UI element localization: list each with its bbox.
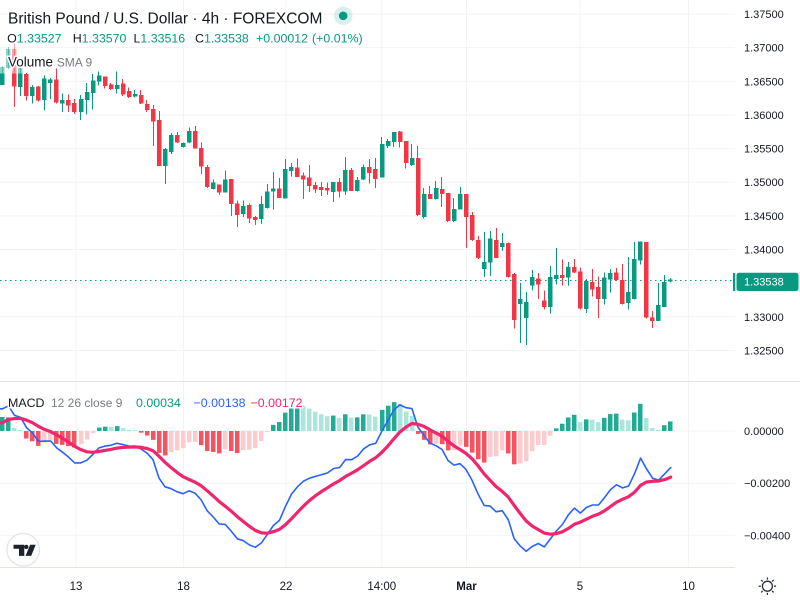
svg-text:1.34500: 1.34500 — [744, 211, 784, 223]
svg-text:British Pound / U.S. Dollar ·: British Pound / U.S. Dollar · 4h · FOREX… — [8, 10, 322, 27]
svg-text:1.37500: 1.37500 — [744, 9, 784, 21]
svg-text:1.36500: 1.36500 — [744, 76, 784, 88]
svg-text:22: 22 — [280, 581, 293, 593]
svg-text:−0.00400: −0.00400 — [744, 530, 790, 542]
svg-text:1.32500: 1.32500 — [744, 346, 784, 358]
svg-text:−0.00200: −0.00200 — [744, 478, 790, 490]
svg-text:1.34000: 1.34000 — [744, 245, 784, 257]
svg-text:Volume SMA 9: Volume SMA 9 — [8, 55, 92, 70]
svg-text:5: 5 — [577, 581, 583, 593]
svg-text:10: 10 — [682, 581, 695, 593]
svg-text:1.36000: 1.36000 — [744, 110, 784, 122]
svg-text:1.35500: 1.35500 — [744, 144, 784, 156]
svg-text:13: 13 — [70, 581, 83, 593]
svg-text:1.33538: 1.33538 — [744, 277, 784, 289]
svg-text:14:00: 14:00 — [367, 581, 396, 593]
svg-text:0.00000: 0.00000 — [744, 426, 784, 438]
svg-text:Mar: Mar — [456, 581, 477, 593]
svg-text:1.35000: 1.35000 — [744, 177, 784, 189]
svg-text:1.33000: 1.33000 — [744, 312, 784, 324]
svg-text:18: 18 — [177, 581, 190, 593]
svg-text:1.37000: 1.37000 — [744, 43, 784, 55]
